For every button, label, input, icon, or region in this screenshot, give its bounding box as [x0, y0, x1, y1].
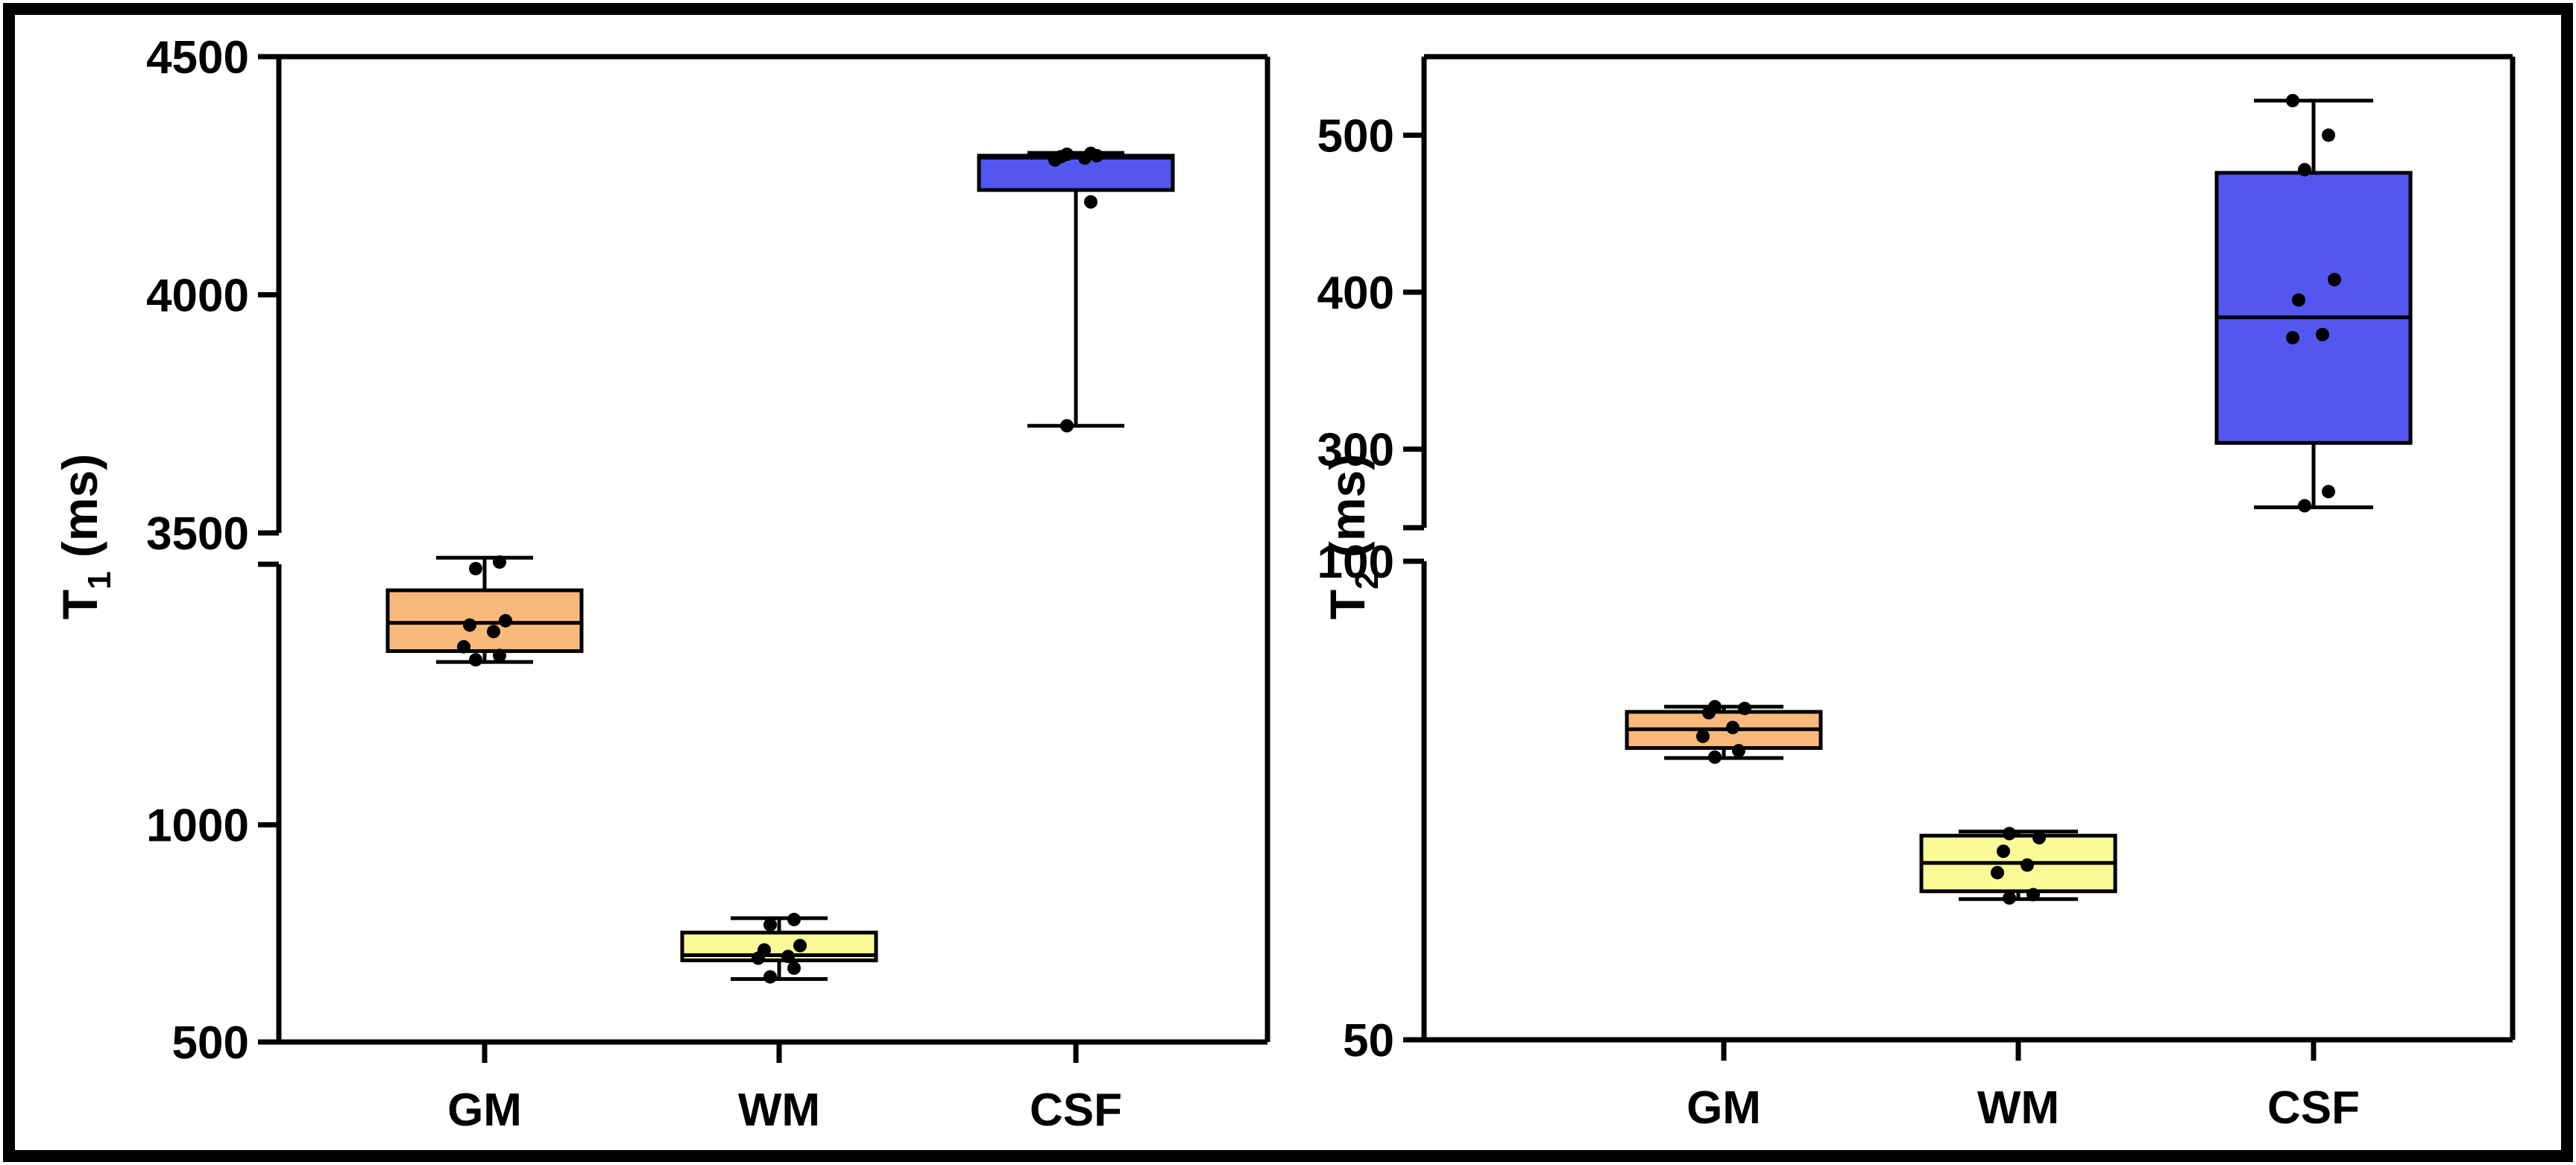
- data-point-wm: [1991, 865, 2004, 880]
- data-point-wm: [787, 912, 801, 926]
- y-tick-label-500: 500: [1317, 110, 1394, 162]
- data-point-gm: [463, 618, 476, 632]
- data-point-gm: [1708, 700, 1722, 714]
- data-point-gm: [487, 625, 500, 639]
- box-csf: [2214, 171, 2413, 445]
- box-csf: [977, 154, 1175, 192]
- x-tick-label-csf: CSF: [2267, 1082, 2360, 1134]
- x-tick-label-gm: GM: [447, 1085, 522, 1136]
- data-point-gm: [493, 648, 506, 663]
- data-point-gm: [1696, 729, 1710, 743]
- y-axis-label-t2: T2 (ms): [1320, 454, 1385, 620]
- data-point-gm: [469, 561, 482, 575]
- data-point-wm: [763, 970, 777, 984]
- data-point-csf: [2328, 273, 2341, 287]
- data-point-wm: [2003, 891, 2016, 905]
- y-axis-label-t1: T1 (ms): [52, 454, 118, 620]
- box-gm: [385, 588, 584, 654]
- data-point-wm: [793, 938, 807, 953]
- x-tick-label-wm: WM: [1977, 1082, 2059, 1134]
- data-point-csf: [2322, 128, 2335, 142]
- data-point-wm: [2032, 830, 2046, 844]
- data-point-gm: [493, 555, 506, 569]
- data-point-wm: [781, 950, 795, 964]
- y-tick-label-500: 500: [172, 1017, 249, 1069]
- data-point-gm: [469, 653, 482, 667]
- y-tick-label-400: 400: [1317, 268, 1394, 319]
- data-point-csf: [2292, 293, 2305, 307]
- data-point-gm: [1708, 750, 1722, 764]
- data-point-csf: [2286, 93, 2299, 107]
- data-point-csf: [2286, 331, 2299, 345]
- y-tick-label-4500: 4500: [146, 32, 249, 83]
- data-point-wm: [1997, 844, 2010, 859]
- x-tick-label-csf: CSF: [1030, 1085, 1122, 1136]
- data-point-wm: [2003, 827, 2016, 841]
- y-tick-label-100: 100: [1317, 537, 1394, 588]
- data-point-csf: [2322, 484, 2335, 499]
- data-point-csf: [1084, 195, 1098, 209]
- x-tick-label-gm: GM: [1687, 1082, 1761, 1134]
- data-point-csf: [2298, 499, 2311, 513]
- data-point-gm: [1726, 721, 1739, 735]
- y-tick-label-50: 50: [1343, 1015, 1394, 1067]
- y-tick-label-3500: 3500: [146, 508, 249, 560]
- data-point-csf: [1060, 419, 1074, 433]
- y-tick-label-1000: 1000: [146, 801, 249, 852]
- data-point-gm: [499, 613, 512, 628]
- data-point-gm: [1732, 744, 1745, 758]
- y-tick-label-300: 300: [1317, 425, 1394, 476]
- data-point-csf: [2316, 327, 2329, 341]
- data-point-wm: [758, 943, 771, 957]
- panel-t2: T2 (ms) 300 400 500 50 100 GM WM CSF: [1317, 54, 2516, 1134]
- x-tick-label-wm: WM: [738, 1085, 820, 1136]
- data-point-wm: [2027, 888, 2040, 902]
- data-point-gm: [457, 640, 470, 654]
- y-tick-label-4000: 4000: [146, 271, 249, 322]
- data-point-wm: [2021, 858, 2034, 872]
- panel-t1: T1 (ms) 3500 4000 4500 500 1000 GM WM CSF: [52, 32, 1270, 1136]
- data-point-wm: [763, 918, 777, 932]
- data-point-csf: [1084, 146, 1098, 160]
- data-point-csf: [1060, 147, 1074, 161]
- data-point-csf: [2298, 162, 2311, 177]
- figure-border: [3, 3, 2573, 1162]
- data-point-wm: [787, 961, 801, 975]
- data-point-gm: [1738, 701, 1751, 716]
